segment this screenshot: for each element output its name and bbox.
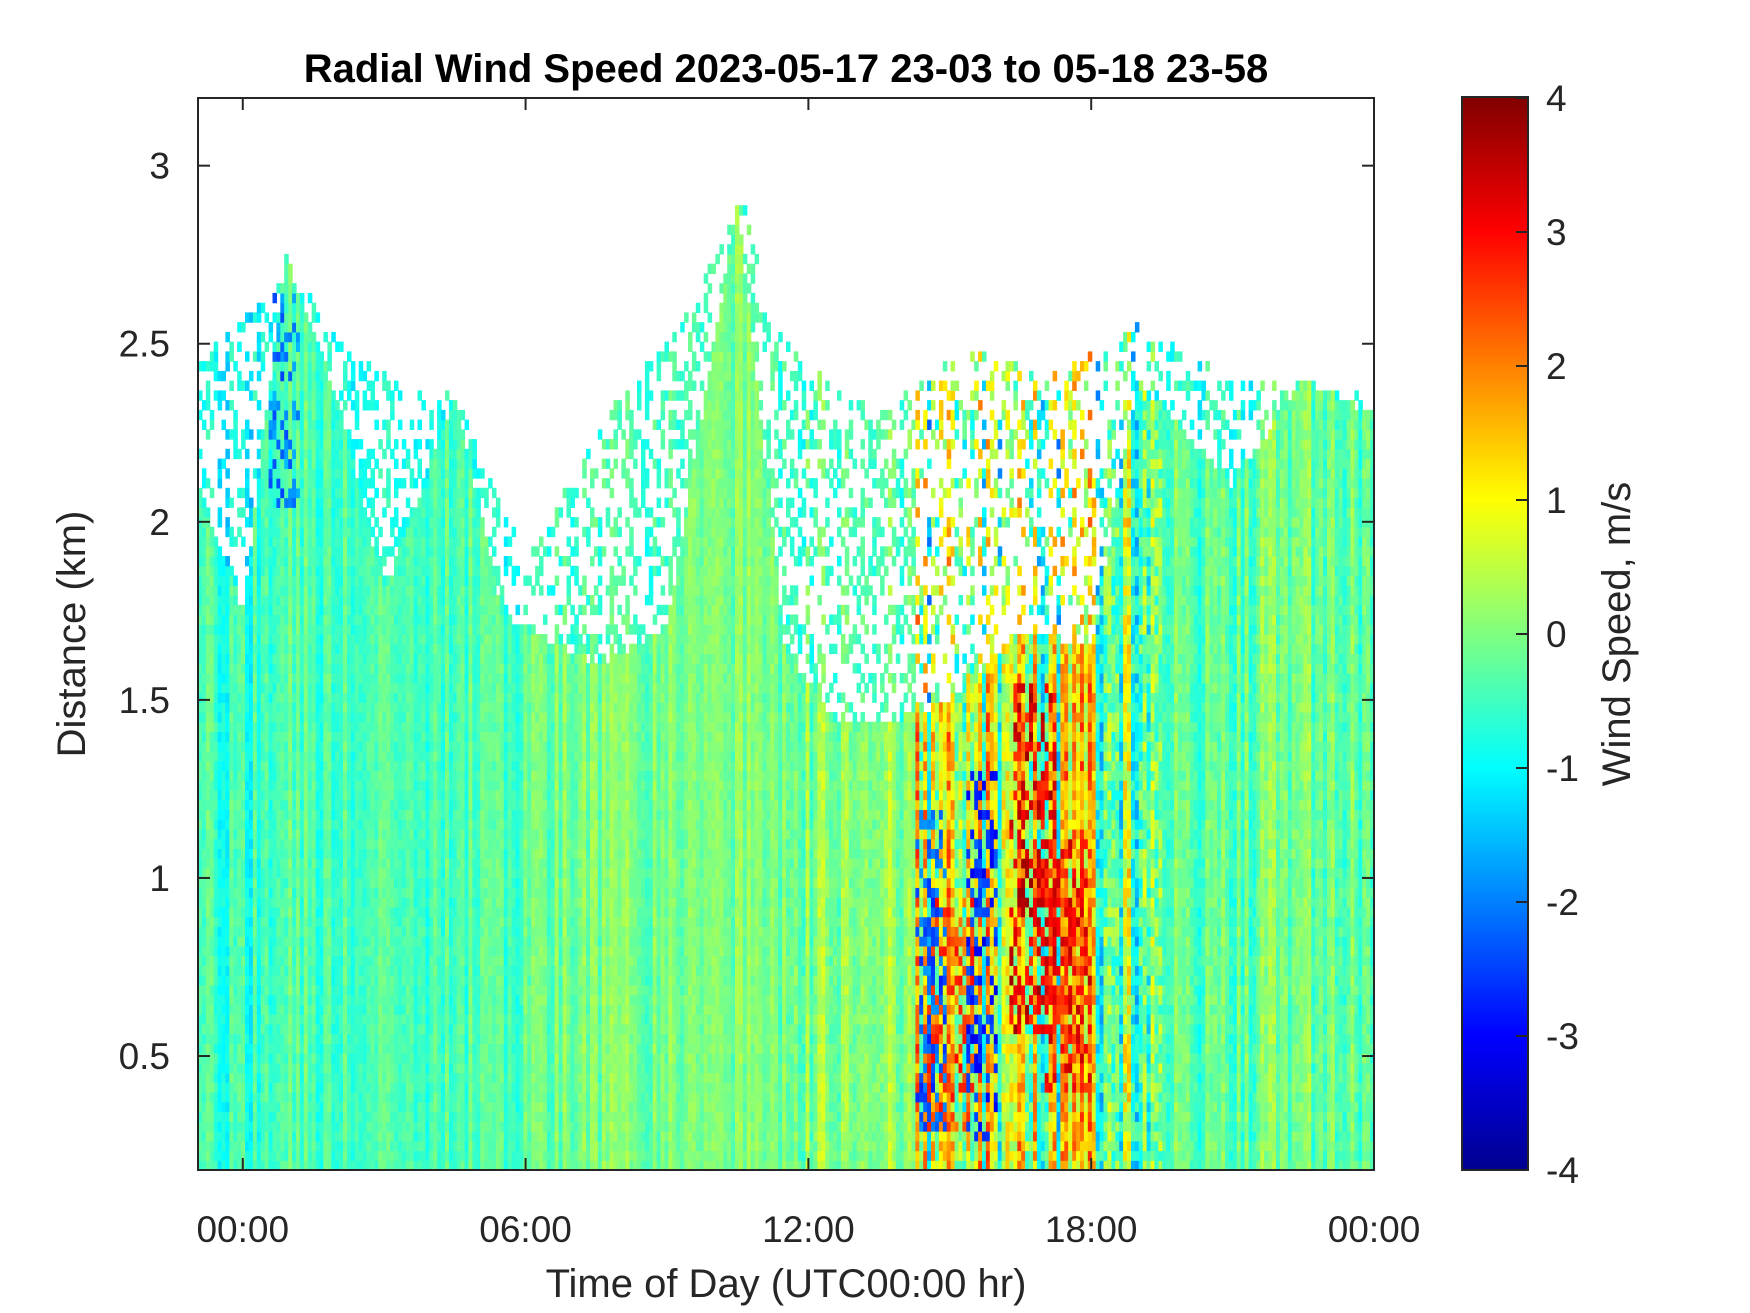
y-axis: 0.5 1 1.5 2 2.5 3 xyxy=(119,146,1374,1077)
x-tick-label: 18:00 xyxy=(1045,1209,1138,1250)
y-tick-label: 3 xyxy=(149,146,170,187)
colorbar-tick-label: 2 xyxy=(1546,346,1567,387)
y-tick-label: 0.5 xyxy=(119,1036,170,1077)
x-tick-label: 06:00 xyxy=(479,1209,572,1250)
colorbar-tick-label: -2 xyxy=(1546,882,1579,923)
colorbar-tick-label: 3 xyxy=(1546,212,1567,253)
y-tick-label: 1 xyxy=(149,858,170,899)
x-tick-label: 12:00 xyxy=(762,1209,855,1250)
colorbar-tick-label: 0 xyxy=(1546,614,1567,655)
colorbar-tick-label: -4 xyxy=(1546,1150,1579,1191)
x-axis: 00:00 06:00 12:00 18:00 00:00 xyxy=(196,98,1420,1250)
heatmap xyxy=(198,205,1374,1170)
colorbar-tick-label: 1 xyxy=(1546,480,1567,521)
colorbar-tick-label: -3 xyxy=(1546,1016,1579,1057)
y-tick-label: 1.5 xyxy=(119,680,170,721)
x-axis-label: Time of Day (UTC00:00 hr) xyxy=(546,1262,1027,1306)
plot-frame xyxy=(197,97,1375,1171)
y-tick-label: 2.5 xyxy=(119,324,170,365)
y-tick-label: 2 xyxy=(149,502,170,543)
colorbar: 4 3 2 1 0 -1 -2 -3 -4 Wind Speed, m/s xyxy=(1461,78,1639,1191)
chart-title: Radial Wind Speed 2023-05-17 23-03 to 05… xyxy=(304,47,1269,91)
colorbar-tick-label: -1 xyxy=(1546,748,1579,789)
x-tick-label: 00:00 xyxy=(1328,1209,1421,1250)
colorbar-ticks: 4 3 2 1 0 -1 -2 -3 -4 xyxy=(1516,78,1579,1191)
colorbar-label: Wind Speed, m/s xyxy=(1595,482,1639,787)
y-axis-label: Distance (km) xyxy=(50,511,94,758)
x-tick-label: 00:00 xyxy=(196,1209,289,1250)
colorbar-tick-label: 4 xyxy=(1546,78,1567,119)
plot-area: 00:00 06:00 12:00 18:00 00:00 0.5 1 1.5 2 2.5 3 xyxy=(119,97,1420,1250)
